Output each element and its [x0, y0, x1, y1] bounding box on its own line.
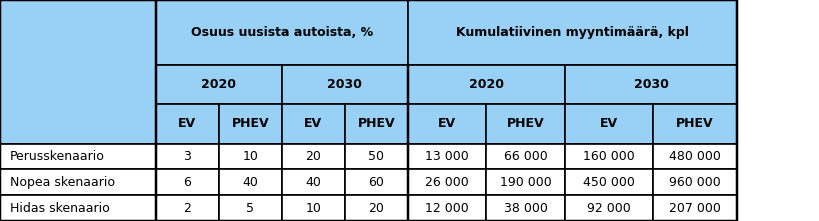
Bar: [156, 144, 219, 170]
Bar: [653, 170, 737, 195]
Text: 2030: 2030: [328, 78, 362, 91]
Text: Hidas skenaario: Hidas skenaario: [10, 202, 110, 215]
Text: 2020: 2020: [469, 78, 504, 91]
Text: 40: 40: [305, 176, 321, 189]
Text: 50: 50: [369, 150, 384, 163]
Bar: [156, 170, 219, 195]
Bar: [565, 170, 653, 195]
Text: PHEV: PHEV: [676, 117, 713, 130]
Bar: [408, 144, 486, 170]
Text: 2030: 2030: [634, 78, 668, 91]
Bar: [345, 170, 408, 195]
Text: 66 000: 66 000: [504, 150, 548, 163]
Bar: [408, 170, 486, 195]
Text: 20: 20: [305, 150, 321, 163]
Bar: [219, 104, 282, 144]
Bar: [565, 195, 653, 221]
Bar: [219, 144, 282, 170]
Bar: [486, 144, 565, 170]
Text: Nopea skenaario: Nopea skenaario: [10, 176, 115, 189]
Text: 20: 20: [369, 202, 384, 215]
Bar: [282, 144, 345, 170]
Bar: [219, 195, 282, 221]
Bar: [565, 144, 653, 170]
Bar: [653, 144, 737, 170]
Bar: [653, 195, 737, 221]
Text: PHEV: PHEV: [232, 117, 269, 130]
Text: 2: 2: [183, 202, 191, 215]
Text: 3: 3: [183, 150, 191, 163]
Bar: [653, 104, 737, 144]
Bar: [486, 104, 565, 144]
Bar: [156, 104, 219, 144]
Text: 38 000: 38 000: [504, 202, 548, 215]
Bar: [345, 104, 408, 144]
Bar: [219, 170, 282, 195]
Bar: [282, 170, 345, 195]
Text: 2020: 2020: [201, 78, 236, 91]
Bar: [282, 104, 345, 144]
Text: 10: 10: [242, 150, 258, 163]
Text: 13 000: 13 000: [425, 150, 469, 163]
Bar: [0, 195, 156, 221]
Text: 6: 6: [183, 176, 191, 189]
Bar: [0, 170, 156, 195]
Text: Kumulatiivinen myyntimäärä, kpl: Kumulatiivinen myyntimäärä, kpl: [456, 26, 689, 39]
Text: PHEV: PHEV: [507, 117, 545, 130]
Text: 10: 10: [305, 202, 321, 215]
Bar: [408, 104, 486, 144]
Text: PHEV: PHEV: [358, 117, 395, 130]
Text: EV: EV: [178, 117, 197, 130]
Text: 26 000: 26 000: [425, 176, 469, 189]
Text: 960 000: 960 000: [669, 176, 721, 189]
Text: 450 000: 450 000: [583, 176, 635, 189]
Bar: [408, 195, 486, 221]
Bar: [408, 65, 565, 104]
Bar: [345, 144, 408, 170]
Bar: [408, 0, 737, 65]
Text: EV: EV: [438, 117, 456, 130]
Bar: [565, 65, 737, 104]
Bar: [156, 0, 408, 65]
Text: 207 000: 207 000: [669, 202, 721, 215]
Text: 12 000: 12 000: [425, 202, 469, 215]
Text: 5: 5: [247, 202, 254, 215]
Text: 60: 60: [369, 176, 384, 189]
Text: 480 000: 480 000: [669, 150, 721, 163]
Bar: [345, 195, 408, 221]
Text: 40: 40: [242, 176, 258, 189]
Bar: [565, 104, 653, 144]
Text: EV: EV: [600, 117, 618, 130]
Bar: [156, 65, 282, 104]
Bar: [282, 65, 408, 104]
Bar: [486, 195, 565, 221]
Bar: [156, 195, 219, 221]
Text: 92 000: 92 000: [587, 202, 631, 215]
Bar: [486, 170, 565, 195]
Text: EV: EV: [304, 117, 323, 130]
Bar: [282, 195, 345, 221]
Text: Perusskenaario: Perusskenaario: [10, 150, 105, 163]
Text: Osuus uusista autoista, %: Osuus uusista autoista, %: [191, 26, 373, 39]
Bar: [0, 0, 156, 144]
Text: 190 000: 190 000: [500, 176, 552, 189]
Bar: [0, 144, 156, 170]
Text: 160 000: 160 000: [583, 150, 635, 163]
